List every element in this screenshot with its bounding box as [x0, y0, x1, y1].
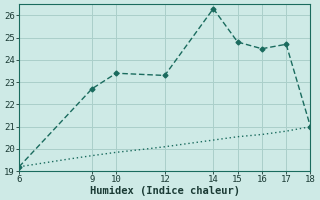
X-axis label: Humidex (Indice chaleur): Humidex (Indice chaleur): [90, 186, 240, 196]
